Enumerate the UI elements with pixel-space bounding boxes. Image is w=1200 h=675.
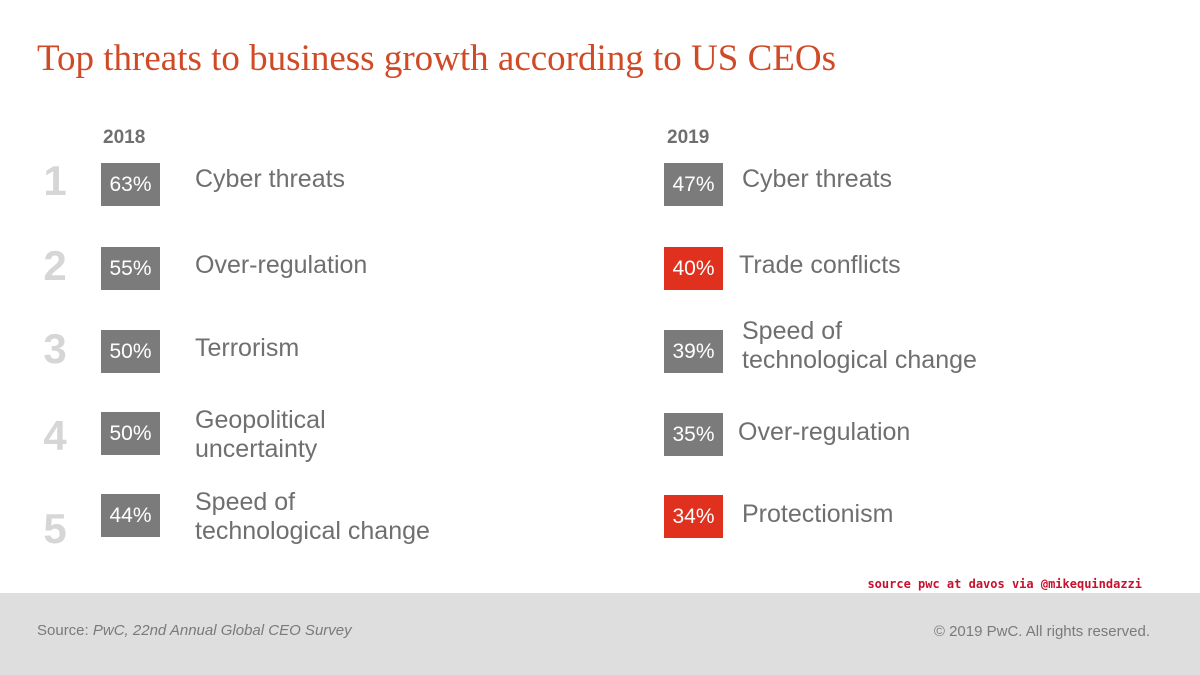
percentage-badge: 34% <box>664 495 723 538</box>
percentage-badge: 47% <box>664 163 723 206</box>
percentage-badge: 55% <box>101 247 160 290</box>
percentage-badge: 50% <box>101 412 160 455</box>
threat-label: Trade conflicts <box>739 251 901 279</box>
percentage-badge: 35% <box>664 413 723 456</box>
percentage-badge: 39% <box>664 330 723 373</box>
threat-label: Speed of technological change <box>195 488 430 545</box>
source-note: Source: PwC, 22nd Annual Global CEO Surv… <box>37 622 352 639</box>
page-title: Top threats to business growth according… <box>37 38 836 79</box>
threat-label: Over-regulation <box>195 251 368 279</box>
rank-5: 5 <box>43 505 67 552</box>
threat-label: Cyber threats <box>742 165 893 193</box>
percentage-badge: 63% <box>101 163 160 206</box>
threat-label: Cyber threats <box>195 165 346 193</box>
percentage-badge: 50% <box>101 330 160 373</box>
threat-label: Speed of technological change <box>742 317 977 374</box>
threat-label: Over-regulation <box>738 418 911 446</box>
rank-3: 3 <box>43 325 67 372</box>
rank-2: 2 <box>43 242 67 289</box>
rank-4: 4 <box>43 412 67 459</box>
year-2018-header: 2018 <box>103 127 146 148</box>
threat-label: Terrorism <box>195 334 300 362</box>
footer-bar: Source: PwC, 22nd Annual Global CEO Surv… <box>0 593 1200 675</box>
percentage-badge: 40% <box>664 247 723 290</box>
source-credit: source pwc at davos via @mikequindazzi <box>867 577 1142 591</box>
rank-1: 1 <box>43 157 67 204</box>
copyright-notice: © 2019 PwC. All rights reserved. <box>933 623 1150 640</box>
threat-label: Protectionism <box>742 500 894 528</box>
year-2019-header: 2019 <box>667 127 710 148</box>
threat-label: Geopolitical uncertainty <box>195 406 326 463</box>
percentage-badge: 44% <box>101 494 160 537</box>
